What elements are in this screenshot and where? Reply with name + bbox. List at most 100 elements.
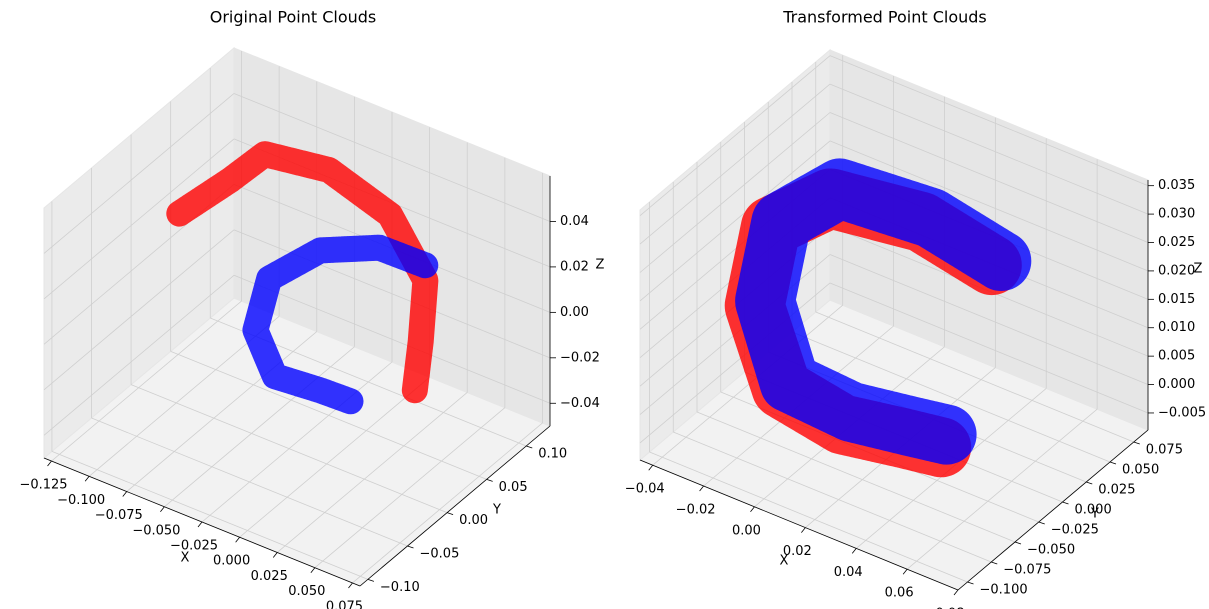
tick-mark bbox=[991, 561, 998, 565]
tick-mark bbox=[526, 445, 533, 449]
grid-line bbox=[639, 55, 831, 216]
grid-line bbox=[201, 361, 393, 523]
z-tick-label: 0.020 bbox=[1158, 263, 1195, 278]
x-tick-label: −0.050 bbox=[132, 523, 180, 538]
x-tick-label: 0.02 bbox=[783, 544, 812, 559]
grid-line bbox=[649, 451, 968, 583]
chart-title: Original Point Clouds bbox=[210, 8, 377, 27]
tick-mark bbox=[902, 568, 908, 575]
x-tick-label: 0.08 bbox=[936, 607, 965, 609]
grid-line bbox=[91, 417, 408, 547]
z-tick-label: 0.02 bbox=[560, 259, 589, 274]
z-axis-label: Z bbox=[1194, 262, 1203, 277]
y-tick-label: −0.05 bbox=[420, 547, 460, 562]
tick-mark bbox=[272, 552, 278, 558]
grid-line bbox=[43, 93, 235, 254]
grid-line bbox=[829, 83, 1149, 215]
tick-mark bbox=[84, 476, 90, 482]
x-tick-label: −0.075 bbox=[95, 508, 143, 523]
x-tick-label: 0.075 bbox=[326, 599, 363, 609]
y-tick-label: 0.050 bbox=[1122, 463, 1159, 478]
axis-line bbox=[957, 429, 1149, 591]
tick-mark bbox=[446, 512, 454, 516]
z-tick-label: 0.010 bbox=[1158, 320, 1195, 335]
y-tick-label: 0.075 bbox=[1146, 443, 1183, 458]
y-axis-label: Y bbox=[492, 503, 501, 518]
grid-line bbox=[276, 392, 468, 553]
axis-line bbox=[639, 459, 959, 591]
grid-line bbox=[791, 331, 1111, 463]
x-tick-label: 0.04 bbox=[834, 565, 863, 580]
x-tick-label: −0.04 bbox=[625, 482, 665, 497]
z-tick-label: −0.005 bbox=[1158, 405, 1206, 420]
tick-mark bbox=[953, 589, 959, 596]
grid-line bbox=[639, 112, 831, 273]
grid-line bbox=[51, 300, 242, 462]
x-tick-label: 0.000 bbox=[213, 554, 250, 569]
tick-mark bbox=[407, 545, 414, 549]
tick-mark bbox=[1038, 521, 1045, 525]
grid-line bbox=[696, 411, 1016, 543]
tick-mark bbox=[367, 578, 375, 582]
x-tick-label: 0.06 bbox=[885, 586, 914, 601]
tick-mark bbox=[486, 478, 493, 482]
x-axis-label: X bbox=[780, 554, 789, 569]
grid-line bbox=[126, 331, 318, 492]
point-cloud bbox=[166, 141, 439, 404]
axis-line bbox=[43, 457, 361, 587]
y-tick-label: 0.025 bbox=[1098, 483, 1135, 498]
grid-line bbox=[170, 350, 487, 480]
z-axis-label: Z bbox=[596, 258, 605, 273]
tick-mark bbox=[310, 567, 316, 573]
grid-line bbox=[829, 112, 1149, 243]
tick-mark bbox=[197, 521, 203, 528]
axis-line bbox=[359, 425, 551, 587]
grid-line bbox=[43, 138, 235, 300]
grid-line bbox=[639, 83, 831, 245]
tick-mark bbox=[1014, 541, 1022, 545]
point-cloud bbox=[735, 158, 1032, 465]
tick-mark bbox=[967, 581, 974, 585]
z-tick-label: 0.00 bbox=[560, 305, 589, 320]
point-cloud bbox=[242, 234, 439, 415]
z-tick-label: 0.030 bbox=[1158, 207, 1195, 222]
tick-mark bbox=[348, 582, 353, 589]
x-tick-label: 0.025 bbox=[251, 569, 288, 584]
tick-mark bbox=[160, 506, 165, 513]
tick-mark bbox=[1086, 481, 1093, 485]
z-tick-label: 0.015 bbox=[1158, 292, 1195, 307]
grid-line bbox=[829, 55, 1149, 187]
tick-mark bbox=[1109, 461, 1117, 465]
tick-mark bbox=[750, 506, 755, 513]
grid-line bbox=[233, 93, 551, 222]
grid-line bbox=[829, 282, 1149, 414]
grid-line bbox=[639, 140, 831, 302]
x-tick-label: −0.02 bbox=[676, 503, 716, 518]
y-tick-label: −0.050 bbox=[1027, 543, 1075, 558]
y-tick-label: −0.10 bbox=[380, 580, 420, 595]
grid-line bbox=[815, 311, 1134, 443]
z-tick-label: 0.005 bbox=[1158, 349, 1195, 364]
y-tick-label: −0.025 bbox=[1051, 523, 1099, 538]
x-tick-label: −0.100 bbox=[57, 493, 105, 508]
grid-line bbox=[906, 408, 1098, 570]
grid-line bbox=[130, 384, 448, 514]
y-tick-label: −0.100 bbox=[980, 583, 1028, 598]
grid-line bbox=[352, 422, 543, 584]
tick-mark bbox=[1062, 501, 1069, 505]
grid-line bbox=[233, 229, 551, 359]
y-tick-label: −0.075 bbox=[1003, 563, 1051, 578]
grid-line bbox=[829, 254, 1149, 385]
grid-line bbox=[164, 346, 355, 508]
grid-line bbox=[51, 450, 369, 580]
y-axis-label: Y bbox=[1090, 507, 1099, 522]
tick-mark bbox=[1133, 441, 1140, 445]
z-tick-label: 0.025 bbox=[1158, 235, 1195, 250]
x-tick-label: −0.025 bbox=[170, 539, 218, 554]
x-axis-label: X bbox=[181, 551, 190, 566]
y-tick-label: 0.000 bbox=[1075, 503, 1112, 518]
grid-line bbox=[829, 140, 1149, 272]
z-tick-label: −0.04 bbox=[560, 396, 600, 411]
grid-line bbox=[652, 304, 843, 466]
